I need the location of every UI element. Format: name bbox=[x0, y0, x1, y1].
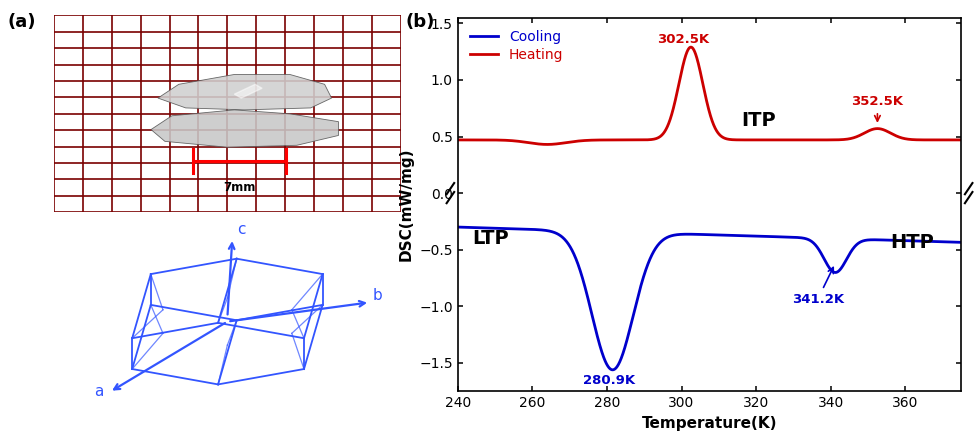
Text: c: c bbox=[236, 222, 245, 237]
Y-axis label: DSC(mW/mg): DSC(mW/mg) bbox=[399, 148, 413, 261]
Text: 280.9K: 280.9K bbox=[582, 374, 634, 387]
Text: (a): (a) bbox=[8, 13, 36, 31]
Text: 341.2K: 341.2K bbox=[790, 267, 843, 306]
Text: 352.5K: 352.5K bbox=[851, 95, 903, 121]
Text: b: b bbox=[372, 288, 382, 303]
Text: LTP: LTP bbox=[472, 229, 509, 248]
Text: 7mm: 7mm bbox=[223, 181, 255, 194]
X-axis label: Temperature(K): Temperature(K) bbox=[641, 415, 777, 431]
Legend: Cooling, Heating: Cooling, Heating bbox=[464, 25, 569, 68]
Polygon shape bbox=[157, 74, 331, 110]
Text: ITP: ITP bbox=[741, 111, 775, 130]
Text: 302.5K: 302.5K bbox=[657, 33, 708, 46]
Polygon shape bbox=[234, 84, 262, 98]
Text: a: a bbox=[94, 385, 104, 400]
Text: (b): (b) bbox=[405, 13, 435, 31]
Text: HTP: HTP bbox=[890, 233, 933, 252]
Polygon shape bbox=[150, 110, 338, 147]
